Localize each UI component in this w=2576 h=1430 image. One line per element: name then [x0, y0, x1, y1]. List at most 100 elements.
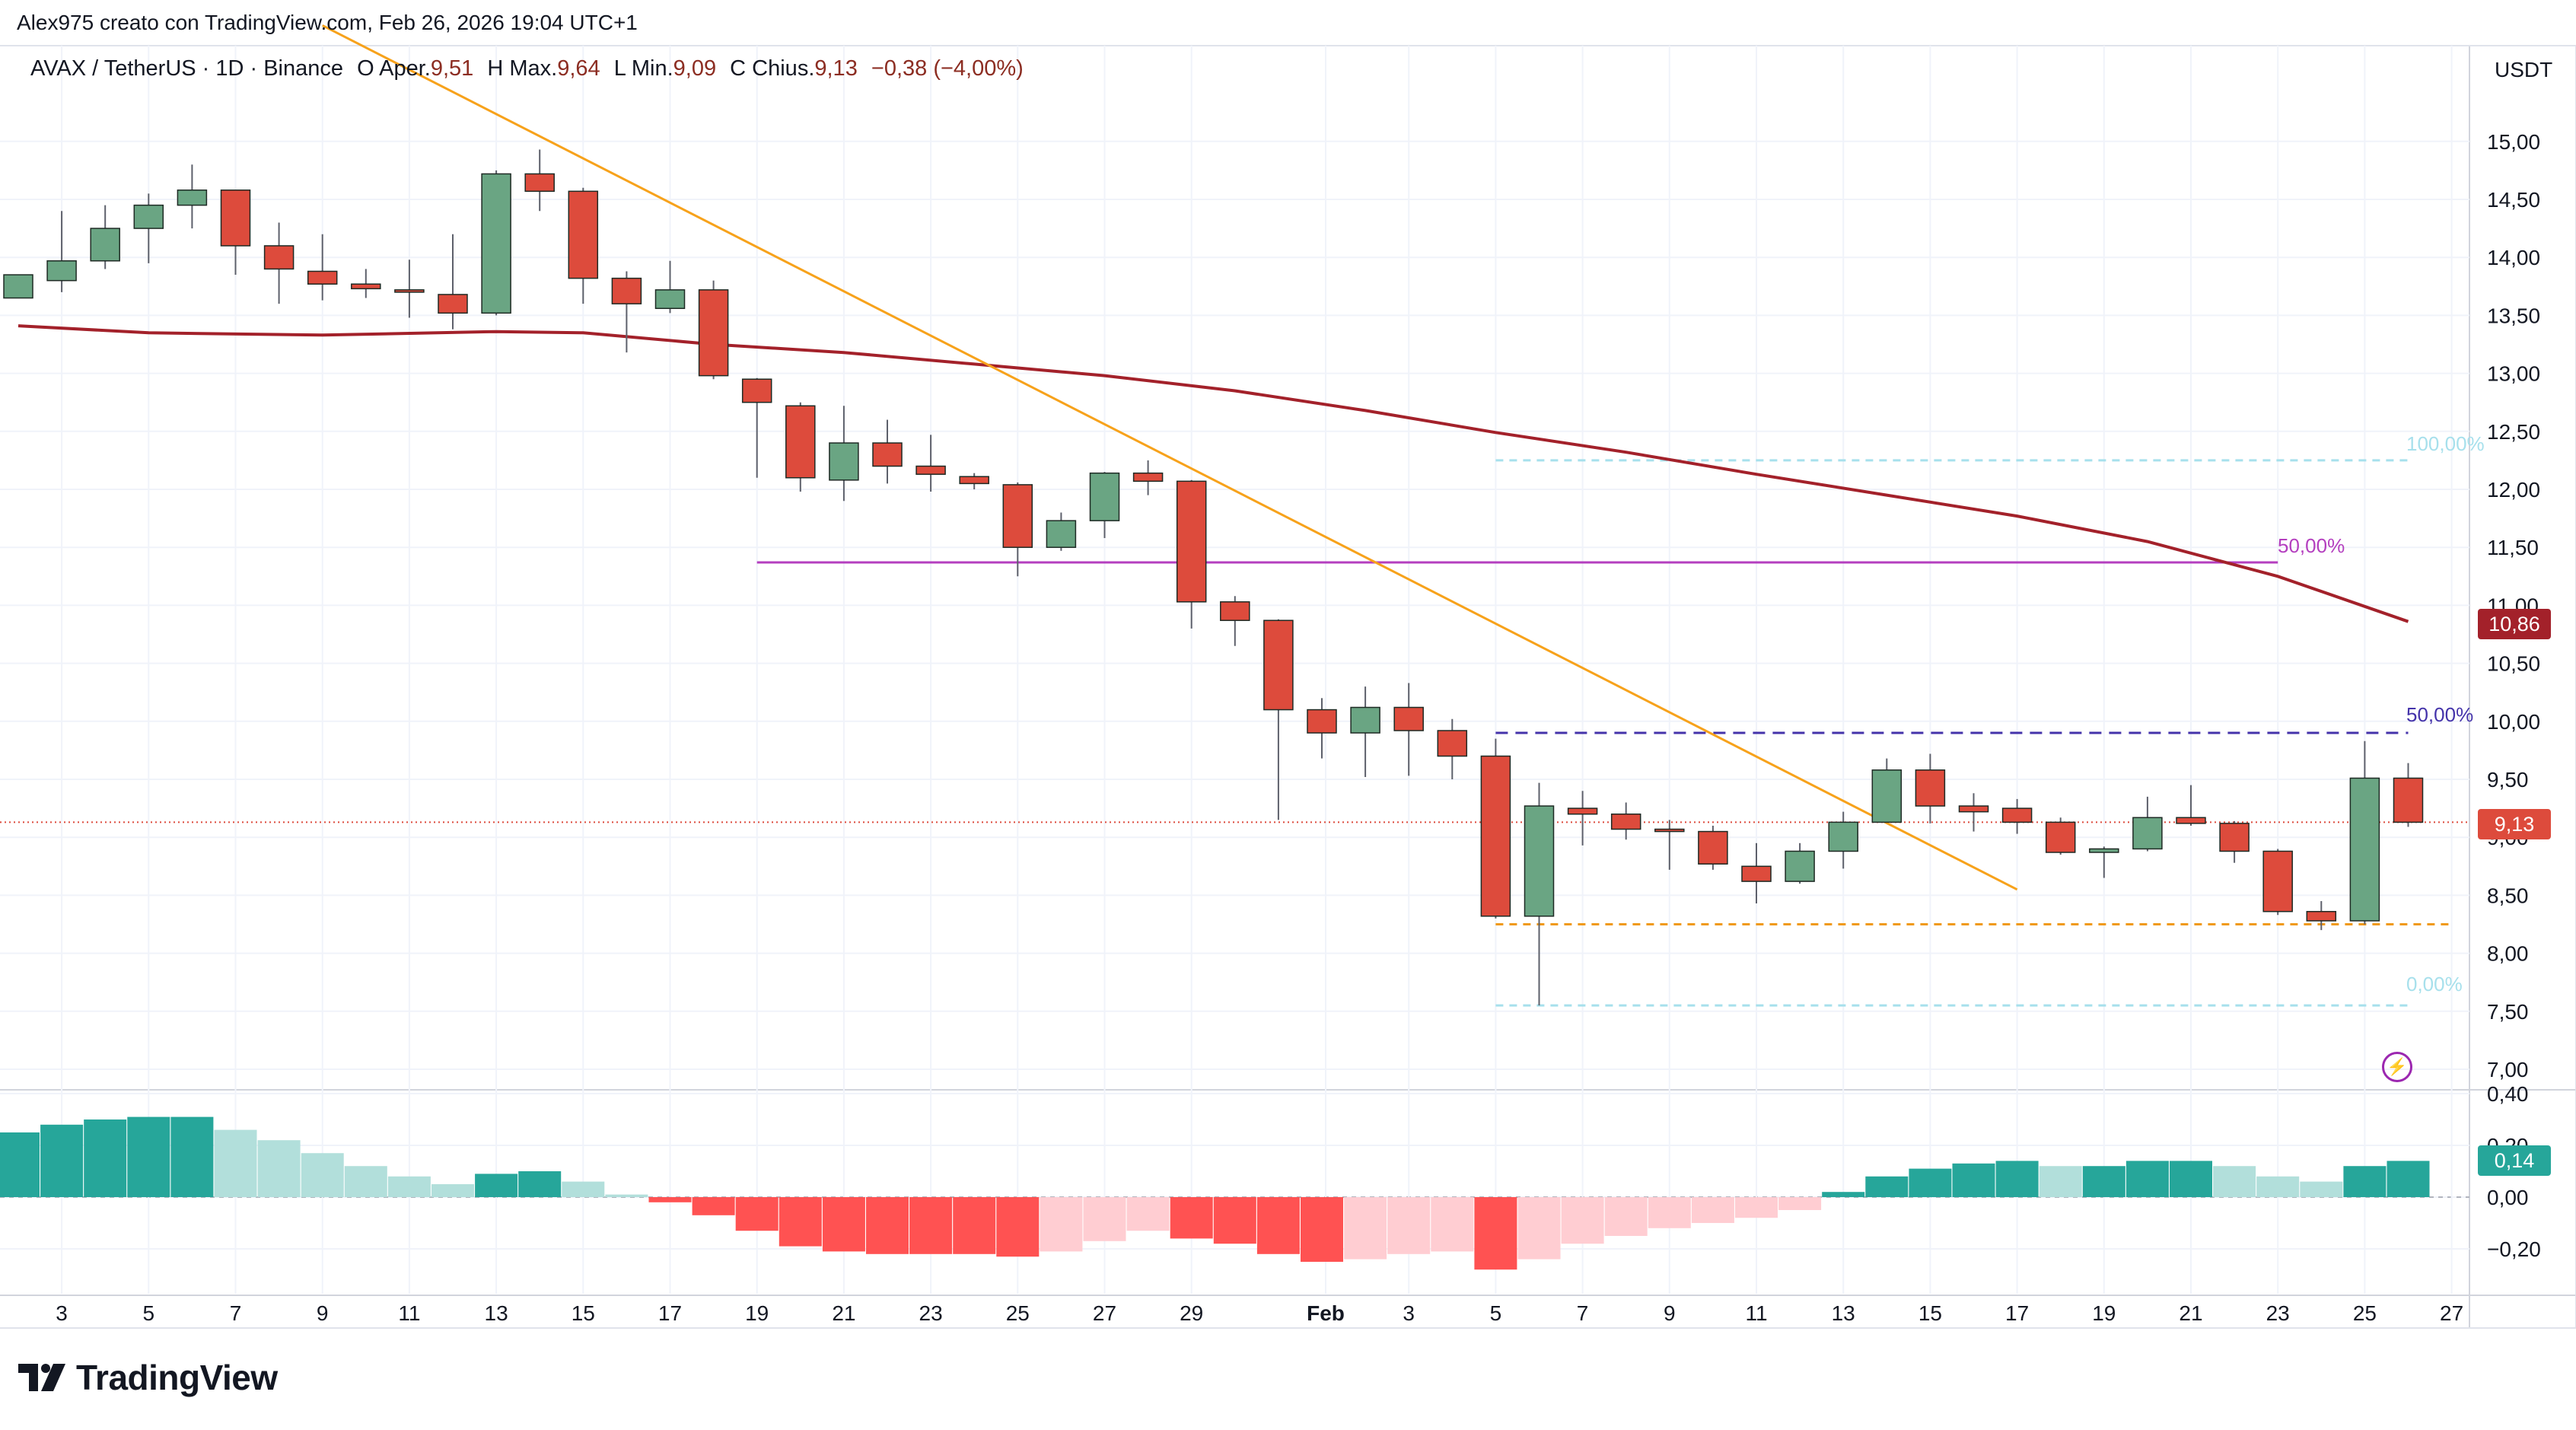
attribution: Alex975 creato con TradingView.com, Feb …	[17, 11, 638, 34]
high-text: Max.	[509, 56, 558, 81]
level-lines	[0, 459, 2469, 1007]
candle-body	[2132, 817, 2163, 850]
price-tick-label: 7,00	[2487, 1058, 2529, 1081]
oscillator-value-tag: 0,14	[2478, 1145, 2551, 1176]
histogram-bar	[648, 1197, 692, 1202]
histogram-bar	[1517, 1197, 1561, 1260]
fib-50-purple-label: 50,00%	[2278, 534, 2345, 557]
histogram-bar	[909, 1197, 953, 1254]
histogram-bar	[84, 1119, 127, 1197]
time-tick-label: 21	[832, 1301, 855, 1325]
currency-unit[interactable]: USDT	[2495, 58, 2553, 81]
candle-body	[133, 204, 164, 229]
histogram-bar	[1170, 1197, 1213, 1239]
candle-body	[872, 442, 903, 467]
time-tick-label: 5	[143, 1301, 155, 1325]
histogram-bar	[1431, 1197, 1474, 1252]
candle-body	[351, 283, 381, 290]
histogram-bar	[387, 1176, 431, 1197]
histogram-bar	[562, 1181, 605, 1197]
candle-body	[829, 442, 859, 481]
price-tick-label: 15,00	[2487, 130, 2540, 154]
candle-body	[524, 173, 555, 193]
price-tick-label: 8,00	[2487, 942, 2529, 966]
histogram-bar	[2125, 1161, 2169, 1197]
open-text: Aper.	[379, 56, 431, 81]
time-tick-label: 13	[485, 1301, 508, 1325]
change-value: −0,38 (−4,00%)	[871, 56, 1024, 81]
descending-trendline	[322, 24, 2018, 891]
candle-body	[1610, 813, 1641, 830]
candle-body	[2045, 821, 2076, 853]
histogram-bar	[40, 1124, 84, 1197]
histogram-bar	[344, 1166, 387, 1197]
fib-100-label: 100,00%	[2406, 432, 2485, 455]
histogram-bar	[692, 1197, 735, 1215]
time-tick-label: 3	[1403, 1301, 1415, 1325]
histogram-bar	[518, 1171, 562, 1197]
candle-body	[1915, 769, 1946, 807]
time-tick-label: 5	[1490, 1301, 1502, 1325]
candle-body	[1871, 769, 1903, 823]
candle-body	[177, 189, 208, 206]
time-tick-label: 25	[1006, 1301, 1030, 1325]
candle-body	[263, 245, 295, 270]
candle-body	[2001, 807, 2033, 823]
oscillator-histogram	[0, 1116, 2430, 1270]
histogram-bar	[1952, 1163, 1995, 1197]
histogram-bar	[1256, 1197, 1300, 1254]
histogram-bar	[2256, 1176, 2300, 1197]
histogram-bar	[1083, 1197, 1126, 1241]
price-tick-label: 13,00	[2487, 362, 2540, 386]
candle-body	[1828, 821, 1858, 852]
candle-body	[1046, 520, 1077, 548]
candle-body	[1654, 828, 1685, 833]
histogram-bar	[2170, 1161, 2212, 1197]
histogram-bar	[1474, 1197, 1517, 1270]
candle-body	[1132, 472, 1164, 483]
histogram-bar	[866, 1197, 909, 1254]
histogram-bar	[2300, 1181, 2343, 1197]
candle-body	[2393, 777, 2424, 823]
histogram-bar	[996, 1197, 1040, 1257]
trendline[interactable]	[322, 24, 2018, 891]
time-tick-label: 29	[1180, 1301, 1203, 1325]
price-tick-label: 14,00	[2487, 246, 2540, 269]
candle-body	[1002, 484, 1033, 548]
histogram-bar	[1691, 1197, 1734, 1223]
time-tick-label: 25	[2353, 1301, 2377, 1325]
ma-price-tag: 10,86	[2478, 609, 2551, 639]
candle-body	[307, 270, 338, 285]
candle-body	[959, 476, 989, 485]
candle-body	[1480, 755, 1511, 917]
histogram-bar	[1344, 1197, 1387, 1260]
histogram-bar	[301, 1153, 344, 1197]
time-tick-label: Feb	[1307, 1301, 1345, 1325]
histogram-bar	[257, 1140, 301, 1197]
candle-body	[1350, 706, 1380, 734]
histogram-bar	[1822, 1192, 1865, 1197]
lightning-icon[interactable]: ⚡	[2382, 1052, 2412, 1082]
histogram-bar	[0, 1132, 40, 1197]
time-tick-label: 19	[2092, 1301, 2116, 1325]
price-tick-label: 8,50	[2487, 884, 2529, 907]
close-label: C	[730, 56, 747, 81]
price-tick-label: 13,50	[2487, 304, 2540, 327]
histogram-bar	[822, 1197, 865, 1252]
candle-body	[2176, 817, 2206, 824]
time-tick-label: 15	[572, 1301, 595, 1325]
price-tick-label: 12,00	[2487, 478, 2540, 502]
time-tick-label: 9	[1664, 1301, 1676, 1325]
histogram-bar	[2343, 1166, 2387, 1197]
tradingview-logo[interactable]: TradingView	[18, 1357, 278, 1398]
histogram-bar	[127, 1116, 170, 1197]
time-tick-label: 17	[658, 1301, 682, 1325]
time-tick-label: 11	[398, 1301, 420, 1325]
symbol-name[interactable]: AVAX / TetherUS · 1D · Binance	[30, 56, 344, 81]
open-label: O	[357, 56, 374, 81]
low-value: 9,09	[673, 56, 717, 81]
candle-body	[394, 289, 425, 293]
candle-body	[2306, 910, 2337, 922]
histogram-bar	[214, 1129, 257, 1197]
